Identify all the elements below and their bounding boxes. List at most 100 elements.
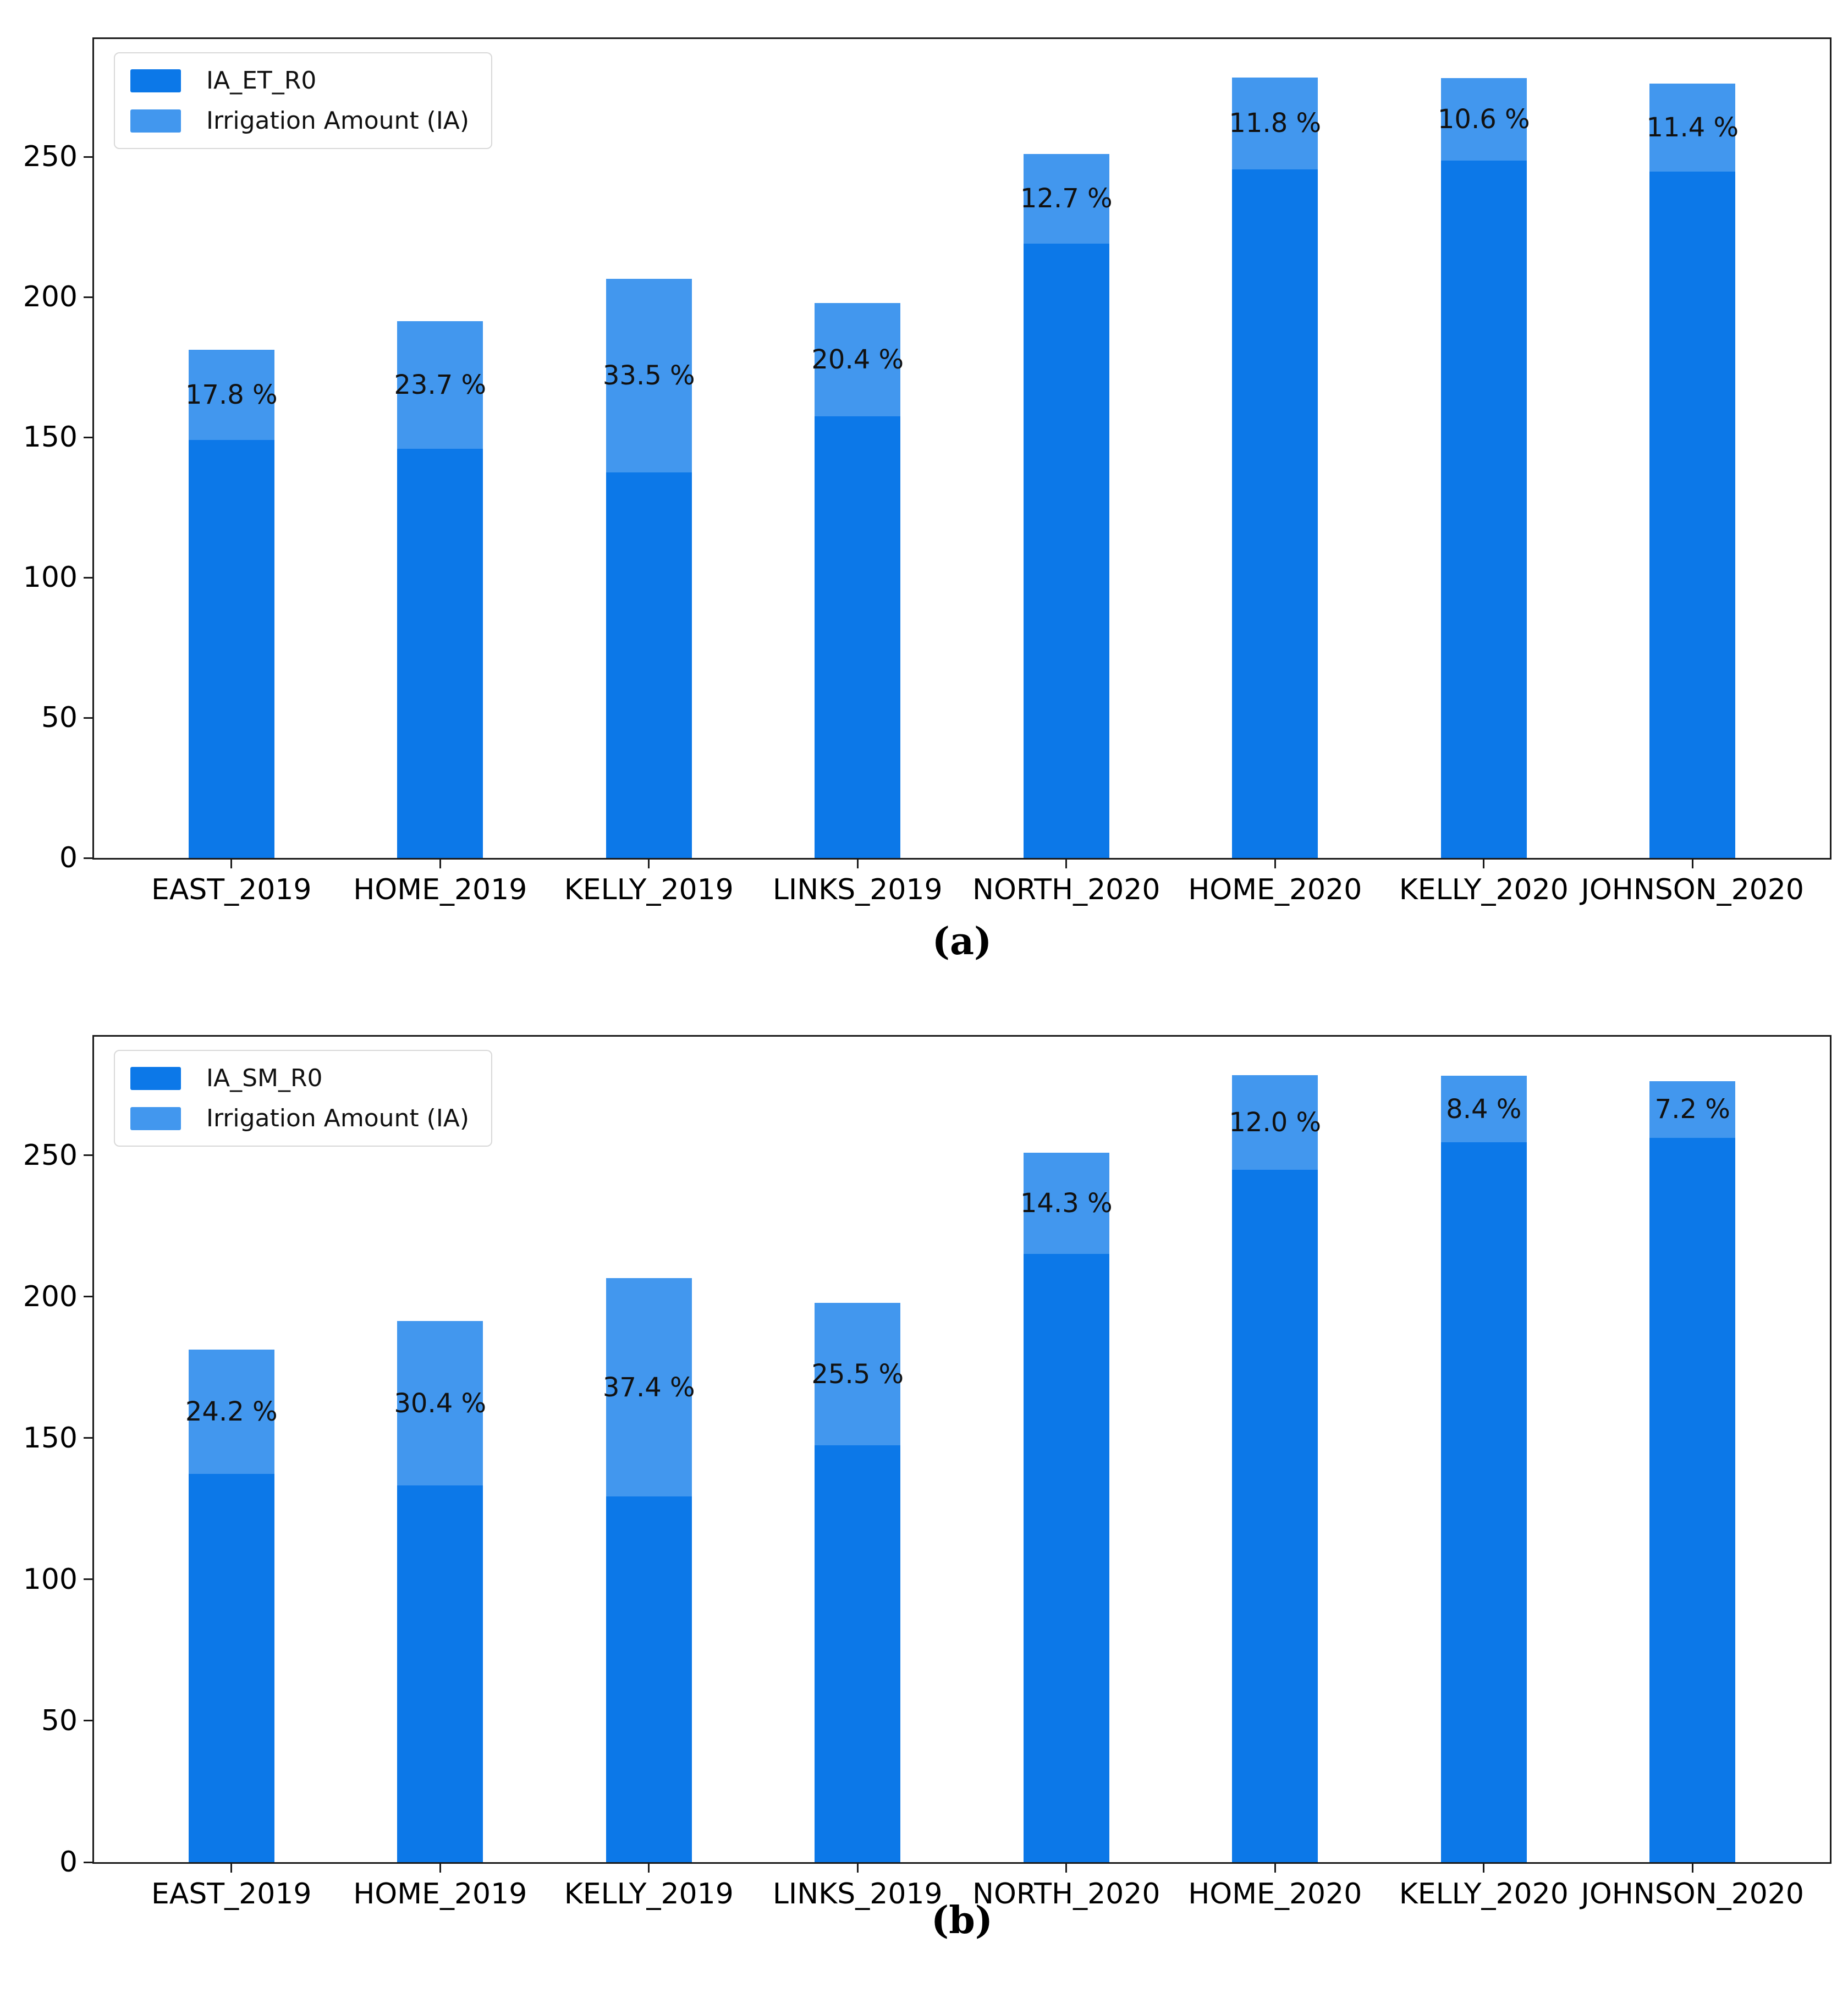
bar-light-segment	[397, 1321, 483, 1486]
x-tick-mark	[1065, 1864, 1068, 1873]
bar-dark-segment	[397, 1485, 483, 1862]
bar-dark-segment	[606, 1496, 692, 1862]
bar-light-segment	[606, 1278, 692, 1497]
y-tick-mark	[84, 1154, 92, 1157]
bar-percentage-label: 37.4 %	[602, 1372, 695, 1403]
bar-light-segment	[606, 278, 692, 473]
bar-dark-segment	[1440, 161, 1527, 858]
y-tick-label: 0	[59, 1846, 78, 1879]
bar-dark-segment	[1023, 1254, 1109, 1862]
y-tick-label: 250	[23, 1138, 78, 1172]
bar-light-segment	[1440, 1076, 1527, 1142]
x-tick-label: KELLY_2019	[564, 873, 734, 906]
bar-percentage-label: 8.4 %	[1446, 1093, 1522, 1125]
bar-percentage-label: 20.4 %	[811, 344, 904, 375]
bar-light-segment	[1232, 1075, 1318, 1170]
x-tick-label: HOME_2020	[1188, 1878, 1362, 1911]
x-tick-label: NORTH_2020	[972, 873, 1160, 906]
x-tick-label: JOHNSON_2020	[1581, 873, 1804, 906]
bar-percentage-label: 7.2 %	[1654, 1094, 1730, 1125]
y-tick-mark	[84, 857, 92, 859]
bar-percentage-label: 11.4 %	[1646, 112, 1739, 143]
x-tick-mark	[230, 860, 233, 868]
bar-percentage-label: 33.5 %	[602, 360, 695, 391]
bar-light-segment	[1649, 1081, 1736, 1138]
chart-a-plot-area: IA_ET_R0 Irrigation Amount (IA) 0 50 100 15…	[23, 37, 1832, 906]
x-tick-mark	[1274, 860, 1276, 868]
legend-swatch-dark	[130, 69, 181, 92]
y-tick-label: 200	[23, 280, 78, 314]
y-tick-label: 150	[23, 1421, 78, 1455]
legend-row: Irrigation Amount (IA)	[130, 107, 469, 135]
bar-dark-segment	[1232, 169, 1318, 858]
bar-percentage-label: 17.8 %	[185, 379, 278, 410]
y-tick-mark	[84, 156, 92, 158]
y-tick-label: 50	[41, 1704, 78, 1737]
x-tick-mark	[439, 1864, 441, 1873]
x-tick-mark	[1483, 1864, 1485, 1873]
x-tick-label: HOME_2020	[1188, 873, 1362, 906]
bar-light-segment	[1232, 77, 1318, 170]
x-tick-mark	[1065, 860, 1068, 868]
x-tick-mark	[856, 1864, 859, 1873]
x-tick-label: EAST_2019	[151, 873, 312, 906]
bar-percentage-label: 14.3 %	[1020, 1188, 1113, 1219]
y-tick-label: 150	[23, 421, 78, 454]
bar-light-segment	[1023, 154, 1109, 244]
y-tick-label: 100	[23, 1562, 78, 1596]
x-tick-label: EAST_2019	[151, 1878, 312, 1911]
y-tick-label: 200	[23, 1280, 78, 1313]
legend-row: IA_ET_R0	[130, 67, 469, 95]
bar-dark-segment	[1232, 1170, 1318, 1862]
y-tick-mark	[84, 717, 92, 719]
x-tick-mark	[648, 1864, 650, 1873]
bar-dark-segment	[815, 416, 901, 858]
x-tick-label: HOME_2019	[353, 873, 527, 906]
x-tick-mark	[439, 860, 441, 868]
y-tick-label: 50	[41, 701, 78, 735]
bar-light-segment	[1649, 83, 1736, 172]
x-tick-label: JOHNSON_2020	[1581, 1878, 1804, 1911]
bar-light-segment	[1023, 1152, 1109, 1254]
bar-percentage-label: 23.7 %	[394, 369, 487, 400]
chart-a-caption: (a)	[932, 920, 992, 964]
legend-label: Irrigation Amount (IA)	[206, 107, 470, 135]
bar-percentage-label: 12.0 %	[1229, 1107, 1322, 1138]
bar-dark-segment	[188, 440, 274, 858]
y-tick-mark	[84, 576, 92, 579]
y-tick-mark	[84, 1720, 92, 1722]
x-tick-label: LINKS_2019	[772, 1878, 943, 1911]
x-tick-mark	[1483, 860, 1485, 868]
y-tick-mark	[84, 1578, 92, 1581]
bar-light-segment	[815, 1302, 901, 1446]
y-tick-mark	[84, 436, 92, 438]
chart-b-legend: IA_SM_R0 Irrigation Amount (IA)	[114, 1050, 493, 1147]
y-tick-label: 100	[23, 561, 78, 595]
legend-label: Irrigation Amount (IA)	[206, 1104, 470, 1132]
x-tick-mark	[1691, 1864, 1693, 1873]
chart-b-plot-area: IA_SM_R0 Irrigation Amount (IA) 0 50 100 15…	[23, 1035, 1832, 1911]
bar-dark-segment	[1023, 243, 1109, 858]
bar-dark-segment	[188, 1473, 274, 1862]
x-tick-label: NORTH_2020	[972, 1878, 1160, 1911]
bar-percentage-label: 30.4 %	[394, 1388, 487, 1419]
bar-dark-segment	[1649, 1137, 1736, 1862]
bar-percentage-label: 25.5 %	[811, 1358, 904, 1390]
x-tick-label: KELLY_2020	[1399, 873, 1569, 906]
y-tick-mark	[84, 1437, 92, 1439]
x-tick-label: KELLY_2019	[564, 1878, 734, 1911]
bar-percentage-label: 12.7 %	[1020, 183, 1113, 214]
bar-light-segment	[188, 349, 274, 441]
y-tick-mark	[84, 1861, 92, 1863]
x-tick-mark	[648, 860, 650, 868]
x-tick-mark	[1691, 860, 1693, 868]
bar-dark-segment	[1440, 1142, 1527, 1862]
x-tick-label: KELLY_2020	[1399, 1878, 1569, 1911]
x-tick-label: LINKS_2019	[772, 873, 943, 906]
legend-row: Irrigation Amount (IA)	[130, 1104, 469, 1132]
x-tick-label: HOME_2019	[353, 1878, 527, 1911]
y-tick-label: 250	[23, 140, 78, 174]
